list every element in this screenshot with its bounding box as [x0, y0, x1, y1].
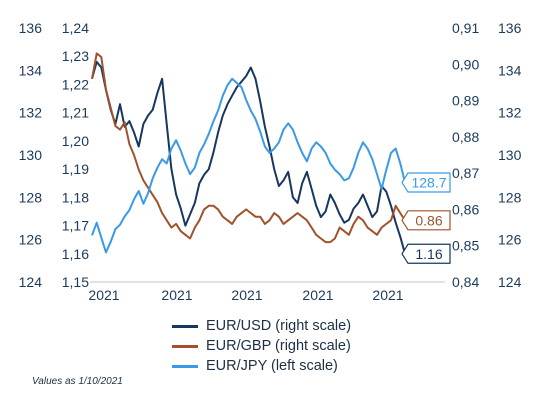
end-label-box-2	[401, 172, 451, 193]
outer-left-tick-label: 136	[19, 20, 43, 36]
end-label-box-1	[401, 210, 451, 231]
outer-left-axis: 124 126 128 130 132 134 136	[19, 20, 43, 290]
end-label-1: 0.86	[415, 212, 442, 228]
x-tick-label: 2021	[161, 287, 192, 300]
inner-left-tick-label: 1,19	[62, 161, 89, 177]
series-line-0	[91, 60, 406, 255]
end-labels: 1.16 0.86 128.7	[401, 172, 451, 264]
outer-left-tick-label: 130	[19, 147, 43, 163]
legend-item-eurjpy: EUR/JPY (left scale)	[172, 356, 338, 376]
inner-right-tick-label: 0,90	[452, 56, 479, 72]
outer-left-tick-label: 126	[19, 232, 43, 248]
series-lines	[91, 52, 406, 255]
inner-right-tick-label: 0,85	[452, 238, 479, 254]
inner-left-tick-label: 1,15	[62, 274, 89, 290]
inner-left-tick-label: 1,16	[62, 246, 89, 262]
legend-swatch-eurjpy	[172, 364, 198, 368]
outer-left-tick-label: 128	[19, 189, 43, 205]
legend-swatch-eurusd	[172, 324, 198, 328]
outer-right-tick-label: 130	[498, 147, 522, 163]
outer-left-tick-label: 124	[19, 274, 43, 290]
inner-right-tick-label: 0,91	[452, 20, 479, 36]
inner-left-tick-label: 1,17	[62, 218, 89, 234]
inner-right-tick-label: 0,86	[452, 201, 479, 217]
inner-left-tick-label: 1,20	[62, 133, 89, 149]
legend-item-eurgbp: EUR/GBP (right scale)	[172, 336, 351, 356]
x-tick-label: 2021	[88, 287, 119, 300]
outer-right-tick-label: 136	[498, 20, 522, 36]
inner-left-axis: 1,15 1,16 1,17 1,18 1,19 1,20 1,21 1,22 1,23 1,24	[62, 20, 89, 290]
footnote: Values as 1/10/2021	[32, 376, 123, 387]
outer-right-tick-label: 126	[498, 232, 522, 248]
x-tick-label: 2021	[372, 287, 403, 300]
x-axis-ticks: 2021 2021 2021 2021 2021	[88, 287, 403, 300]
outer-right-axis: 124 126 128 130 132 134 136	[498, 20, 522, 290]
legend-label-eurusd: EUR/USD (right scale)	[206, 318, 352, 334]
inner-right-tick-label: 0,88	[452, 129, 479, 145]
legend-item-eurusd: EUR/USD (right scale)	[172, 316, 351, 336]
inner-left-tick-label: 1,23	[62, 48, 89, 64]
outer-right-tick-label: 134	[498, 62, 522, 78]
outer-left-tick-label: 132	[19, 105, 43, 121]
inner-left-tick-label: 1,24	[62, 20, 89, 36]
end-label-box-0	[401, 243, 451, 264]
inner-left-tick-label: 1,21	[62, 105, 89, 121]
legend-swatch-eurgbp	[172, 344, 198, 348]
outer-right-tick-label: 124	[498, 274, 522, 290]
series-line-2	[91, 77, 406, 254]
legend-label-eurgbp: EUR/GBP (right scale)	[206, 338, 351, 354]
x-tick-label: 2021	[302, 287, 333, 300]
series-line-1	[91, 52, 406, 244]
end-label-2: 128.7	[411, 175, 446, 191]
legend-label-eurjpy: EUR/JPY (left scale)	[206, 358, 338, 374]
inner-left-tick-label: 1,22	[62, 76, 89, 92]
outer-left-tick-label: 134	[19, 62, 43, 78]
x-tick-label: 2021	[231, 287, 262, 300]
outer-right-tick-label: 132	[498, 105, 522, 121]
end-label-0: 1.16	[415, 246, 442, 262]
inner-right-tick-label: 0,89	[452, 93, 479, 109]
outer-right-tick-label: 128	[498, 189, 522, 205]
inner-left-tick-label: 1,18	[62, 189, 89, 205]
inner-right-axis: 0,84 0,85 0,86 0,87 0,88 0,89 0,90 0,91	[452, 20, 479, 290]
inner-right-tick-label: 0,87	[452, 165, 479, 181]
inner-right-tick-label: 0,84	[452, 274, 479, 290]
